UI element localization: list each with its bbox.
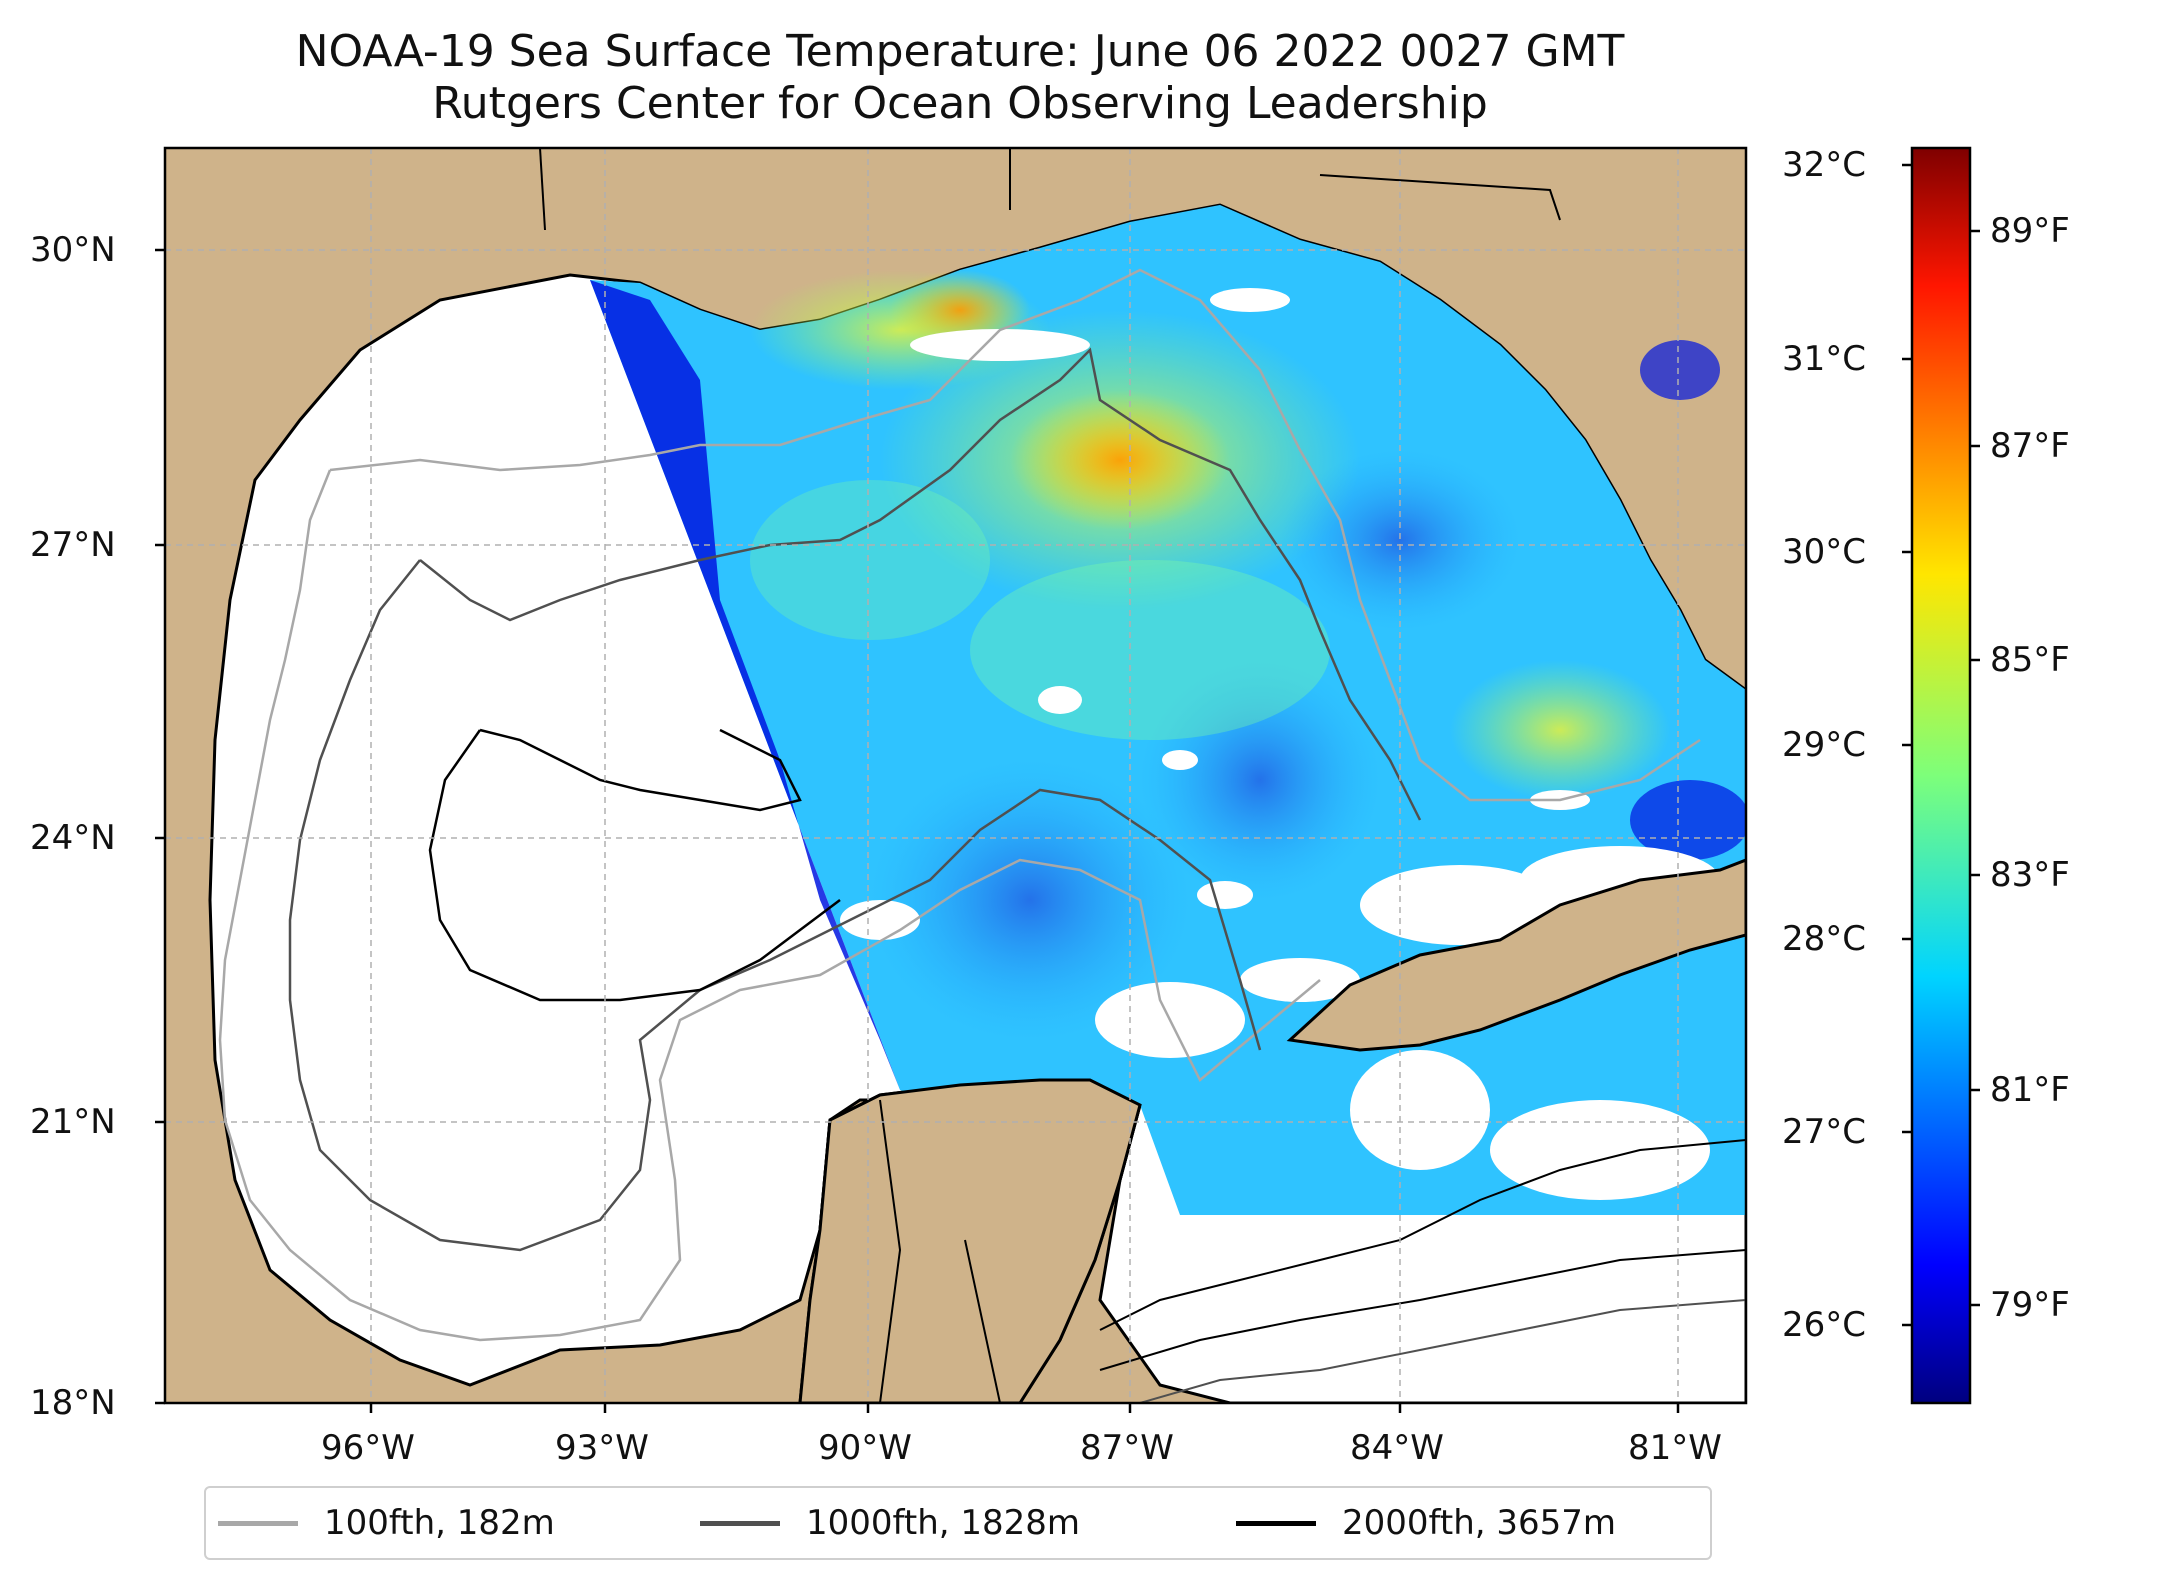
colorbar (1902, 146, 1980, 1405)
legend-swatch (700, 1520, 780, 1526)
legend-swatch (218, 1520, 298, 1526)
fahrenheit-tick-label: 87°F (1990, 426, 2070, 466)
fahrenheit-tick-label: 81°F (1990, 1070, 2070, 1110)
lon-tick-label: 81°W (1628, 1428, 1722, 1468)
isobath-1000fth (288, 347, 1422, 1252)
lon-tick-label: 93°W (555, 1428, 649, 1468)
isobath-2000fth (428, 728, 841, 1002)
chart-title: NOAA-19 Sea Surface Temperature: June 06… (295, 26, 1625, 77)
lon-tick-label: 90°W (818, 1428, 912, 1468)
legend-label: 2000fth, 3657m (1342, 1503, 1617, 1543)
isobath-100fth (218, 268, 1701, 1342)
lon-tick-label: 87°W (1080, 1428, 1174, 1468)
lon-tick-label: 96°W (321, 1428, 415, 1468)
celsius-tick-label: 32°C (1782, 145, 1867, 185)
celsius-tick-label: 26°C (1782, 1305, 1867, 1345)
lat-tick-label: 24°N (30, 818, 116, 858)
legend-label: 100fth, 182m (324, 1503, 555, 1543)
lat-tick-label: 27°N (30, 525, 116, 565)
legend-swatch (1236, 1520, 1316, 1526)
map-frame (163, 146, 1748, 1405)
celsius-tick-label: 31°C (1782, 339, 1867, 379)
celsius-tick-label: 30°C (1782, 532, 1867, 572)
fahrenheit-tick-label: 89°F (1990, 211, 2070, 251)
lat-tick-label: 18°N (30, 1383, 116, 1423)
legend-item-100fth: 100fth, 182m (218, 1488, 555, 1558)
lat-tick-label: 30°N (30, 230, 116, 270)
lon-tick-label: 84°W (1350, 1428, 1444, 1468)
lat-tick-label: 21°N (30, 1102, 116, 1142)
fahrenheit-tick-label: 83°F (1990, 855, 2070, 895)
legend-label: 1000fth, 1828m (806, 1503, 1081, 1543)
borders (539, 148, 1561, 1403)
gridlines (165, 148, 1746, 1403)
fahrenheit-tick-label: 79°F (1990, 1285, 2070, 1325)
celsius-tick-label: 28°C (1782, 919, 1867, 959)
celsius-tick-label: 29°C (1782, 725, 1867, 765)
chart-subtitle: Rutgers Center for Ocean Observing Leade… (432, 78, 1488, 129)
legend-item-1000fth: 1000fth, 1828m (700, 1488, 1080, 1558)
celsius-tick-label: 27°C (1782, 1112, 1867, 1152)
legend-item-2000fth: 2000fth, 3657m (1236, 1488, 1616, 1558)
fahrenheit-tick-label: 85°F (1990, 640, 2070, 680)
isobath-legend: 100fth, 182m 1000fth, 1828m 2000fth, 365… (204, 1486, 1712, 1560)
